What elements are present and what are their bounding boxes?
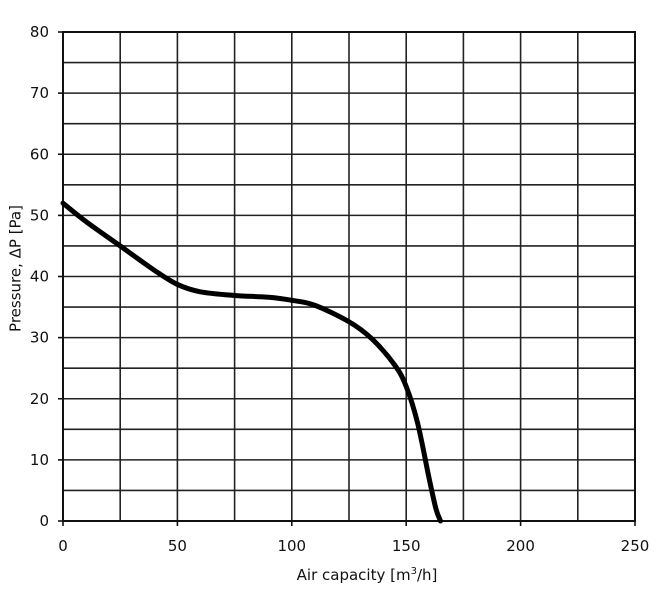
x-axis-title-main: Air capacity [m xyxy=(297,566,411,584)
plot-frame xyxy=(58,31,636,526)
x-tick-label: 250 xyxy=(621,537,650,555)
x-tick-label: 0 xyxy=(58,537,68,555)
x-tick-label: 200 xyxy=(506,537,535,555)
x-tick-label: 150 xyxy=(392,537,421,555)
tick-labels: 0 10 20 30 40 50 60 70 80 0 50 100 150 200 250 xyxy=(30,23,649,555)
y-tick-label: 40 xyxy=(30,268,49,286)
grid xyxy=(62,31,636,522)
x-axis-title-superscript: 3 xyxy=(411,566,417,577)
y-tick-label: 20 xyxy=(30,390,49,408)
x-tick-label: 100 xyxy=(277,537,306,555)
y-tick-label: 50 xyxy=(30,206,49,224)
y-tick-label: 60 xyxy=(30,145,49,163)
x-axis-title: Air capacity [m3/h] xyxy=(297,566,438,584)
x-axis-title-end: /h] xyxy=(417,566,437,584)
y-tick-label: 70 xyxy=(30,84,49,102)
y-tick-label: 80 xyxy=(30,23,49,41)
y-tick-label: 10 xyxy=(30,451,49,469)
series-line xyxy=(60,200,444,524)
x-tick-label: 50 xyxy=(168,537,187,555)
y-tick-label: 0 xyxy=(39,512,49,530)
y-tick-label: 30 xyxy=(30,329,49,347)
series-layer xyxy=(60,200,444,524)
y-axis-title: Pressure, ΔP [Pa] xyxy=(7,205,25,332)
